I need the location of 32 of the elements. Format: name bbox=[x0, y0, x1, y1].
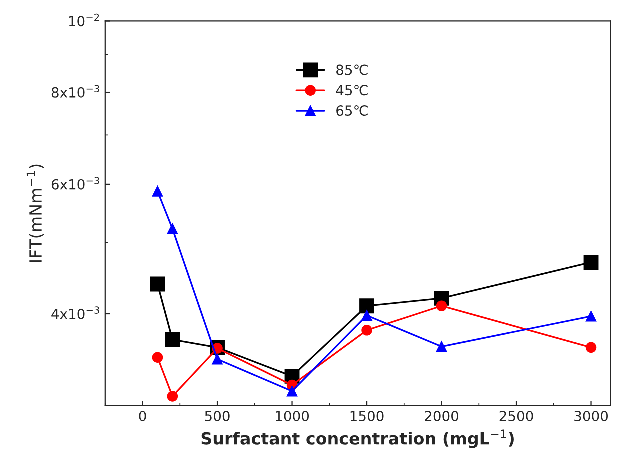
point bbox=[586, 311, 597, 322]
x-tick-label: 1500 bbox=[350, 411, 384, 422]
point bbox=[167, 391, 178, 402]
x-tick-label: 2500 bbox=[500, 411, 534, 422]
legend-label: 45℃ bbox=[336, 85, 368, 96]
point bbox=[436, 341, 448, 352]
y-tick-label: 10$^{−2}$ bbox=[69, 14, 100, 27]
point bbox=[584, 255, 599, 270]
point bbox=[362, 310, 372, 321]
point bbox=[362, 325, 372, 336]
y-axis-title: IFT(mNm$^{−1}$) bbox=[26, 164, 44, 262]
x-tick-label: 1000 bbox=[276, 411, 310, 422]
x-tick-label: 0 bbox=[139, 411, 146, 422]
x-axis-title: Surfactant concentration (mgL$^{−1}$) bbox=[202, 430, 514, 448]
point bbox=[286, 386, 298, 397]
legend-label: 85℃ bbox=[336, 64, 368, 76]
point bbox=[586, 342, 597, 354]
legend-label: 65℃ bbox=[336, 106, 368, 116]
y-tick-label: 8x10$^{−3}$ bbox=[52, 85, 100, 98]
point bbox=[436, 300, 448, 312]
x-tick-label: 3000 bbox=[574, 411, 608, 422]
point bbox=[360, 298, 374, 314]
y-tick-label: 4x10$^{−3}$ bbox=[52, 306, 100, 320]
point bbox=[150, 276, 166, 292]
x-tick-label: 2000 bbox=[425, 411, 459, 422]
point bbox=[152, 352, 164, 363]
x-tick-label: 500 bbox=[205, 411, 230, 422]
point bbox=[165, 332, 180, 348]
point bbox=[212, 354, 223, 365]
y-tick-label: 6x10$^{−3}$ bbox=[52, 177, 100, 190]
point bbox=[167, 224, 178, 234]
point bbox=[152, 186, 164, 197]
